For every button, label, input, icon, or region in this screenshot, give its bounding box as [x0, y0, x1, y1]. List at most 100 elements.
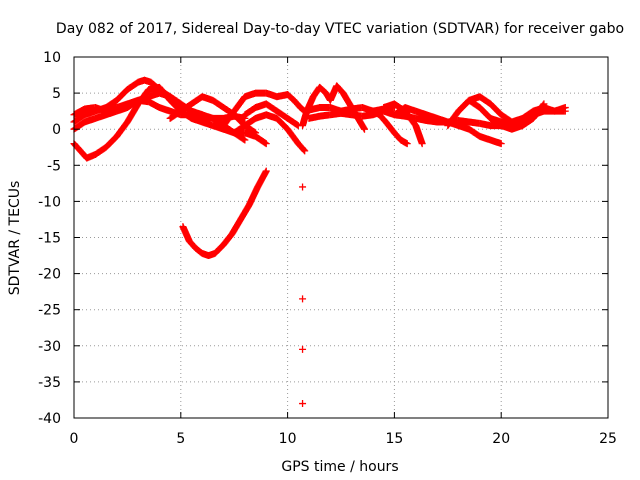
data-point-run — [284, 114, 301, 129]
series-track-o — [380, 100, 426, 148]
data-point — [418, 140, 426, 148]
series-track-j — [179, 167, 270, 260]
data-point-run — [113, 86, 131, 104]
data-point-run — [487, 136, 504, 147]
data-point — [301, 147, 309, 155]
data-point-run — [102, 108, 120, 119]
data-point-run — [123, 79, 141, 93]
data-point-run — [422, 111, 440, 122]
axis-ticks — [73, 56, 609, 419]
x-tick-label: 20 — [492, 431, 510, 447]
x-axis-label: GPS time / hours — [281, 459, 398, 475]
series-outliers — [299, 183, 307, 408]
data-point-run — [134, 93, 152, 104]
data-point-run — [166, 93, 184, 107]
data-point-run — [454, 122, 472, 133]
data-point-run — [211, 242, 227, 257]
data-point-run — [113, 104, 130, 115]
data-point-run — [412, 107, 429, 118]
data-point-run — [444, 108, 462, 130]
data-point — [299, 400, 307, 408]
data-point-run — [465, 96, 483, 111]
y-tick-label: -25 — [38, 303, 61, 319]
data-point-run — [91, 144, 109, 158]
y-tick-label: -35 — [38, 375, 61, 391]
data-point-run — [228, 216, 244, 238]
data-point-run — [220, 108, 237, 130]
data-point-run — [262, 100, 280, 114]
y-tick-label: 10 — [43, 50, 61, 66]
data-point-run — [155, 89, 173, 100]
data-point-run — [187, 107, 205, 118]
data-point-run — [123, 101, 141, 126]
data-point-run — [220, 231, 235, 249]
y-tick-label: -40 — [38, 411, 61, 427]
y-tick-label: -20 — [38, 267, 61, 283]
x-tick-label: 0 — [70, 431, 79, 447]
data-point-run — [390, 129, 404, 143]
data-point-run — [529, 108, 547, 119]
data-point-run — [519, 111, 536, 126]
data-point — [299, 345, 307, 353]
x-tick-label: 15 — [385, 431, 403, 447]
data-point-run — [123, 97, 141, 112]
data-point-run — [241, 115, 259, 130]
data-point-run — [497, 111, 515, 125]
data-point-run — [245, 184, 261, 209]
data-point-run — [209, 122, 226, 133]
y-tick-label: -10 — [38, 194, 61, 210]
data-point-run — [185, 237, 199, 252]
data-point-run — [254, 168, 270, 191]
data-point — [561, 104, 569, 112]
data-point-run — [390, 104, 408, 119]
data-point-run — [339, 89, 355, 111]
y-tick-label: 0 — [52, 122, 61, 138]
data-point-run — [551, 104, 568, 115]
data-point-run — [155, 104, 173, 115]
data-point — [262, 140, 270, 148]
x-tick-label: 10 — [279, 431, 297, 447]
series-track-s — [487, 104, 569, 130]
y-tick-label: -30 — [38, 339, 61, 355]
data-point-run — [284, 91, 297, 104]
data-point-run — [241, 89, 258, 101]
data-point-run — [230, 94, 248, 115]
series-track-d — [70, 89, 185, 133]
data-point-run — [333, 82, 346, 96]
data-point-run — [102, 133, 120, 151]
data-point-run — [177, 101, 195, 115]
series-track-n — [369, 107, 411, 148]
data-point-run — [412, 122, 426, 147]
series-track-h — [230, 111, 309, 155]
data-point-run — [487, 100, 504, 118]
data-point-run — [166, 108, 184, 122]
data-point-run — [508, 118, 525, 130]
data-point-run — [198, 93, 216, 104]
chart-title: Day 082 of 2017, Sidereal Day-to-day VTE… — [56, 21, 624, 37]
data-point-run — [508, 115, 525, 126]
data-point-run — [273, 107, 291, 122]
data-point-run — [487, 114, 504, 126]
data-point — [252, 129, 260, 137]
data-point-run — [237, 202, 253, 223]
data-point-run — [273, 114, 291, 132]
data-point-run — [81, 115, 98, 126]
x-tick-label: 25 — [599, 431, 617, 447]
data-point-run — [508, 122, 525, 133]
data-point-run — [382, 118, 398, 136]
data-point — [177, 100, 185, 108]
x-tick-label: 5 — [176, 431, 185, 447]
data-point-run — [91, 111, 109, 122]
data-point-run — [91, 104, 109, 115]
data-point-run — [198, 118, 216, 129]
data-point-run — [401, 107, 419, 129]
data-point-run — [476, 93, 494, 107]
y-axis-label: SDTVAR / TECUs — [7, 181, 23, 296]
data-point-run — [465, 125, 483, 140]
data-point-run — [290, 96, 304, 111]
data-point-run — [519, 115, 536, 130]
data-point-run — [102, 104, 120, 115]
data-point-run — [476, 104, 494, 122]
